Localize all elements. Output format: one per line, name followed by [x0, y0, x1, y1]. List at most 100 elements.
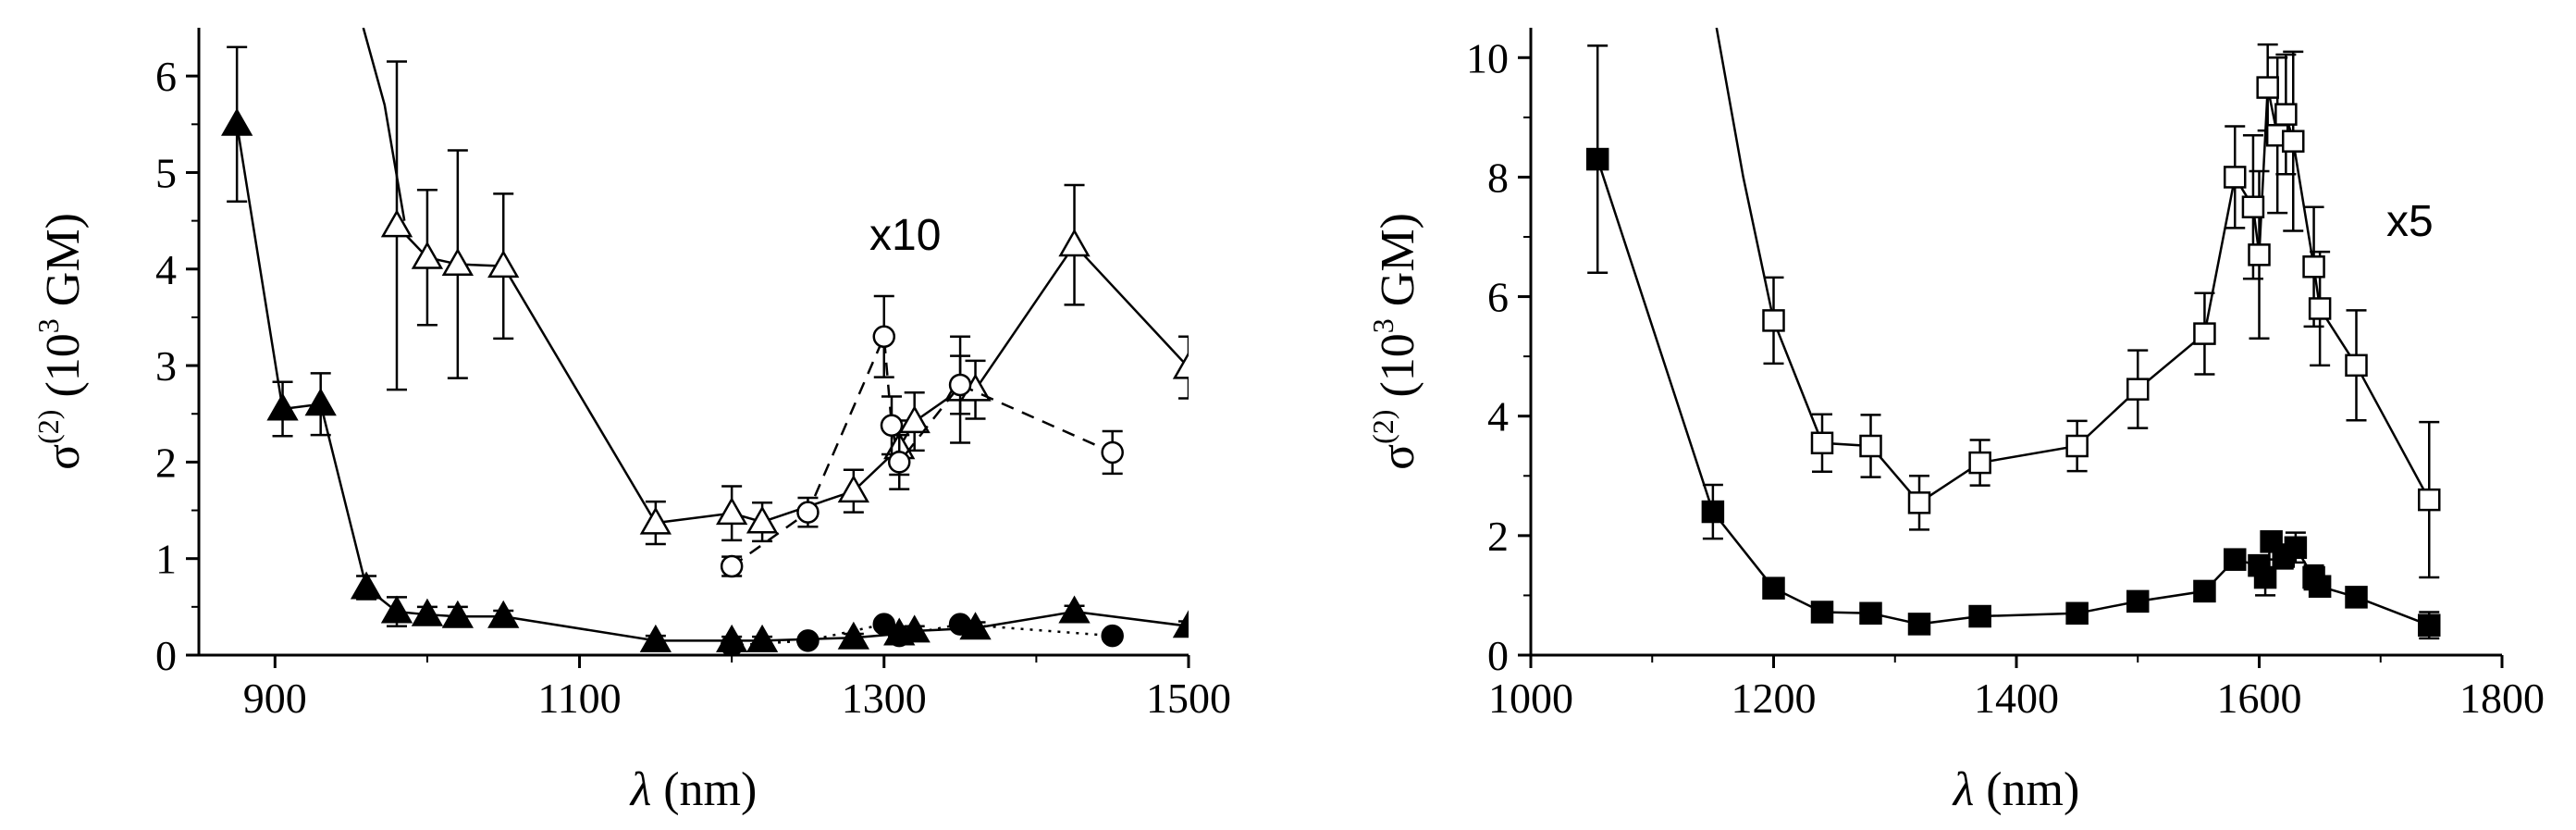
x-tick-label: 1300 — [842, 675, 927, 722]
data-point — [2126, 589, 2150, 613]
data-point — [898, 405, 931, 434]
y-tick-label: 10 — [1466, 34, 1509, 81]
x-tick-label: 1200 — [1732, 675, 1817, 722]
data-point — [1058, 229, 1091, 257]
y-tick-label: 0 — [1487, 632, 1509, 679]
y-tick-label: 2 — [155, 439, 177, 486]
y-axis-title: σ(2) (103 GM) — [1366, 213, 1424, 470]
y-tick-label: 3 — [155, 342, 177, 390]
data-point — [1585, 147, 1609, 171]
data-point — [1907, 613, 1931, 636]
data-point — [441, 600, 475, 628]
data-point — [880, 414, 904, 437]
data-point — [1810, 601, 1834, 624]
data-point — [2284, 536, 2308, 560]
data-point — [487, 600, 520, 628]
data-point — [2241, 195, 2265, 218]
x-tick-label: 1600 — [2217, 675, 2302, 722]
x-axis-title: λ (nm) — [629, 763, 758, 816]
x-axis-title: λ (nm) — [1952, 763, 2080, 816]
data-point — [1172, 610, 1189, 638]
data-point — [639, 506, 672, 535]
data-point — [1101, 440, 1124, 465]
data-point — [872, 325, 896, 349]
data-point — [1968, 604, 1991, 628]
data-point — [796, 501, 820, 524]
data-point — [948, 373, 972, 397]
data-point — [1762, 309, 1785, 332]
data-point — [304, 388, 337, 416]
x-tick-label: 1000 — [1488, 675, 1573, 722]
data-point — [2418, 613, 2441, 637]
y-tick-label: 0 — [155, 632, 177, 679]
data-point — [872, 613, 896, 636]
data-point — [837, 621, 870, 650]
series-line — [732, 623, 1113, 647]
data-point — [837, 475, 870, 503]
data-point — [2302, 255, 2325, 279]
x-tick-label: 900 — [243, 675, 307, 722]
data-point — [2308, 575, 2332, 598]
series-line — [396, 224, 1189, 525]
data-point — [2274, 103, 2298, 126]
data-point — [2345, 586, 2368, 609]
data-point — [2345, 353, 2368, 378]
y-tick-label: 4 — [1487, 393, 1509, 440]
data-point — [746, 624, 779, 652]
data-point — [887, 624, 911, 648]
x-tick-label: 1100 — [537, 675, 621, 722]
data-point — [1859, 434, 1882, 458]
y-tick-label: 6 — [1487, 274, 1509, 321]
data-point — [639, 624, 672, 652]
data-point — [2065, 601, 2089, 626]
y-axis-title: σ(2) (103 GM) — [31, 213, 90, 470]
data-point — [487, 250, 520, 279]
data-point — [2224, 166, 2247, 189]
data-point — [1968, 451, 1991, 475]
offscale-curve — [362, 28, 406, 221]
x-tick-label: 1500 — [1146, 675, 1231, 722]
data-point — [746, 505, 779, 534]
scale-annotation: x10 — [869, 211, 941, 260]
plot-area — [220, 28, 1189, 655]
data-point — [2126, 378, 2150, 401]
data-point — [887, 451, 911, 474]
plot-area — [1585, 28, 2441, 640]
data-point — [411, 241, 444, 269]
series-line — [235, 124, 1189, 642]
data-point — [1810, 431, 1834, 455]
data-point — [220, 107, 253, 136]
x-tick-label: 1800 — [2459, 675, 2545, 722]
x-tick-label: 1400 — [1974, 675, 2059, 722]
data-point — [1172, 351, 1189, 379]
data-point — [1101, 624, 1124, 648]
data-point — [2248, 243, 2271, 266]
data-point — [1701, 500, 1725, 524]
data-point — [720, 634, 744, 655]
scale-annotation: x5 — [2386, 197, 2434, 246]
y-tick-label: 1 — [155, 536, 177, 583]
data-point — [2308, 297, 2332, 320]
y-tick-label: 6 — [155, 53, 177, 100]
data-point — [380, 209, 413, 238]
y-tick-label: 5 — [155, 149, 177, 196]
data-point — [715, 497, 748, 526]
data-point — [2282, 130, 2305, 153]
data-point — [1907, 491, 1931, 514]
y-tick-label: 4 — [155, 246, 177, 293]
data-point — [266, 392, 299, 421]
data-point — [2418, 488, 2441, 512]
left-chart: 900 1100 1300 1500 0 1 2 3 4 5 6 λ (nm) σ(2) (103 GM… — [31, 28, 1231, 816]
data-point — [2253, 565, 2277, 589]
data-point — [350, 571, 383, 600]
data-point — [441, 248, 475, 277]
data-point — [2193, 579, 2216, 603]
offscale-curve — [1715, 28, 1775, 321]
data-point — [796, 629, 820, 652]
data-point — [411, 598, 444, 626]
data-point — [2256, 76, 2279, 99]
data-point — [720, 554, 744, 578]
y-tick-label: 2 — [1487, 513, 1509, 560]
data-point — [2065, 434, 2089, 458]
